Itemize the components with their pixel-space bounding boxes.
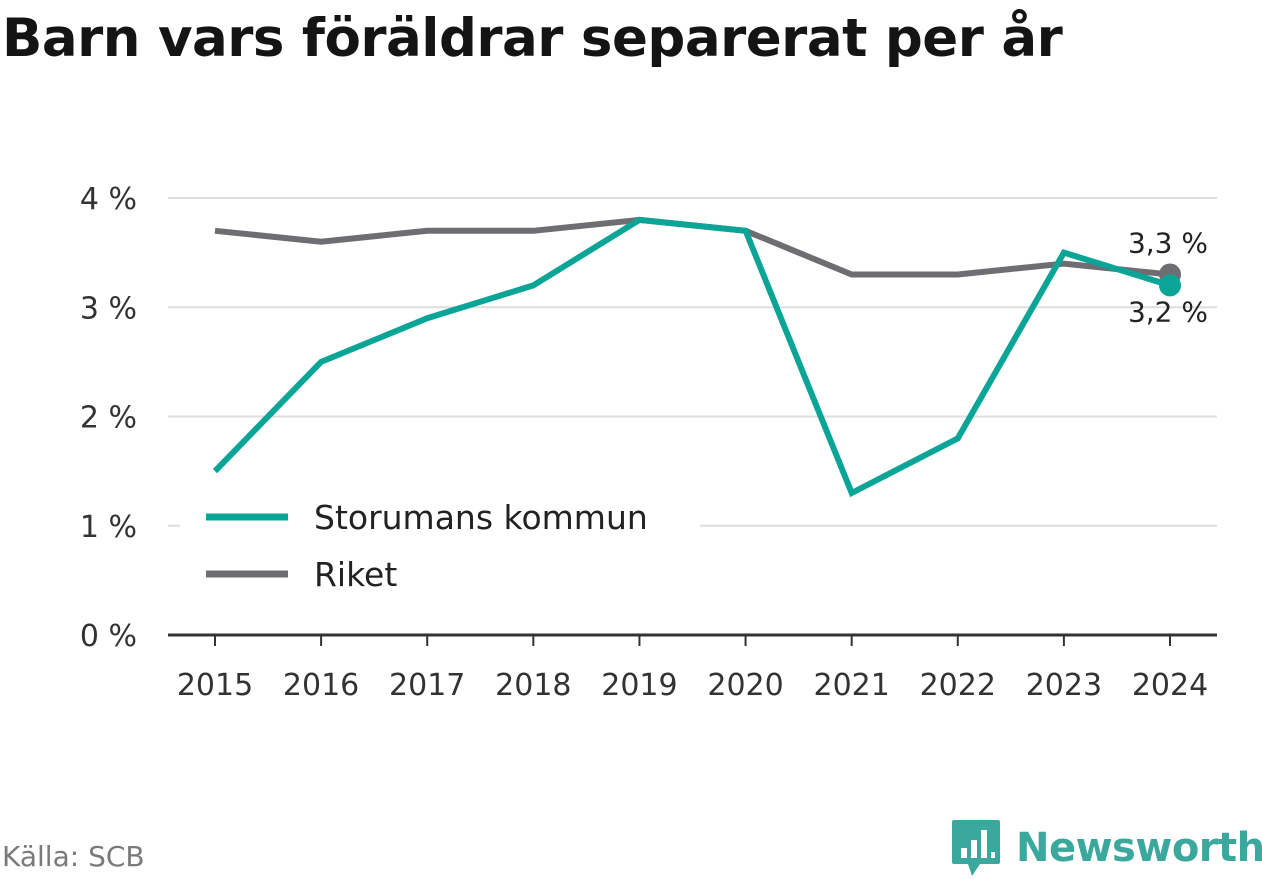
x-tick-label: 2022	[920, 668, 996, 703]
series-line-0	[212, 216, 1171, 498]
end-label-riket: 3,3 %	[1128, 226, 1208, 259]
legend-label: Riket	[314, 555, 397, 594]
x-axis: 2015 2016 2017 2018 2019 2020 2021 2022 2023 2024	[168, 633, 1217, 703]
y-tick-label: 0 %	[80, 619, 137, 654]
line-chart: 0 % 1 % 2 % 3 % 4 % 2015 2016 2017 2018 2019 2020…	[80, 182, 1217, 703]
end-labels: 3,3 % 3,2 %	[1128, 226, 1208, 328]
x-tick-label: 2023	[1026, 668, 1102, 703]
y-axis-ticks: 0 % 1 % 2 % 3 % 4 %	[80, 182, 137, 654]
x-tick-label: 2019	[601, 668, 677, 703]
newsworthy-icon	[952, 820, 1000, 876]
legend: Storumans kommun Riket	[180, 490, 700, 600]
y-tick-label: 3 %	[80, 291, 137, 326]
y-tick-label: 1 %	[80, 510, 137, 545]
x-tick-label: 2024	[1132, 668, 1208, 703]
chart-title: Barn vars föräldrar separerat per år	[2, 8, 1063, 69]
y-tick-label: 4 %	[80, 182, 137, 217]
legend-label: Storumans kommun	[314, 498, 648, 537]
y-tick-label: 2 %	[80, 401, 137, 436]
end-label-storuman: 3,2 %	[1128, 295, 1208, 328]
x-tick-label: 2021	[813, 668, 889, 703]
legend-background	[180, 490, 700, 600]
x-tick-label: 2016	[283, 668, 359, 703]
series-endpoint-0	[1159, 274, 1181, 297]
source-label: Källa: SCB	[2, 840, 145, 873]
x-tick-label: 2020	[707, 668, 783, 703]
series-lines	[212, 216, 1181, 498]
x-tick-label: 2018	[495, 668, 571, 703]
x-tick-label: 2017	[389, 668, 465, 703]
brand-name: Newsworthy	[1016, 825, 1262, 871]
newsworthy-logo: Newsworthy	[950, 818, 1262, 878]
x-tick-label: 2015	[177, 668, 253, 703]
